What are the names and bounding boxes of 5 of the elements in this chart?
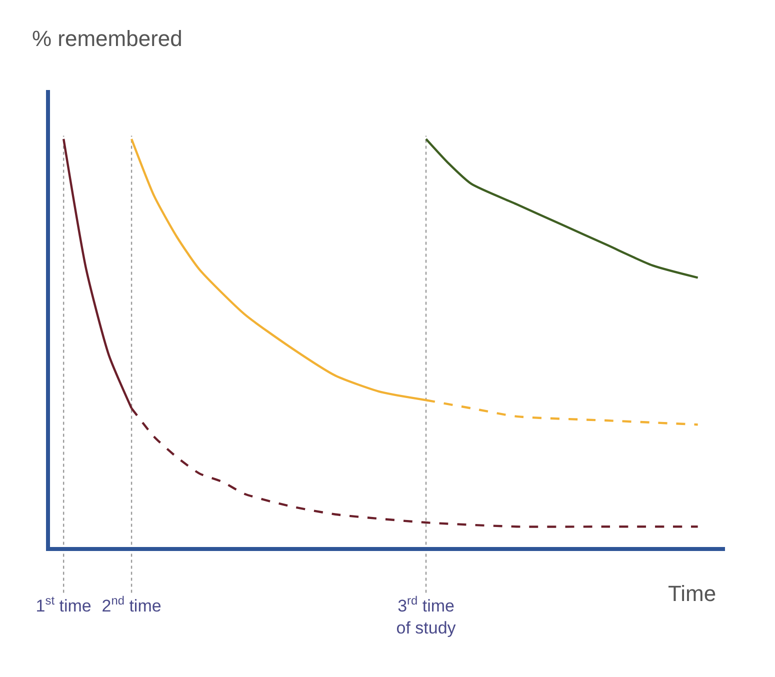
x-tick-label: 2$^{nd}$ time xyxy=(102,593,162,616)
y-axis-title: % remembered xyxy=(32,26,182,51)
x-tick-label: 1$^{st}$ time xyxy=(36,593,92,616)
x-axis-title: Time xyxy=(668,581,716,606)
x-tick-label: 3$^{rd}$ time of study xyxy=(396,593,456,638)
